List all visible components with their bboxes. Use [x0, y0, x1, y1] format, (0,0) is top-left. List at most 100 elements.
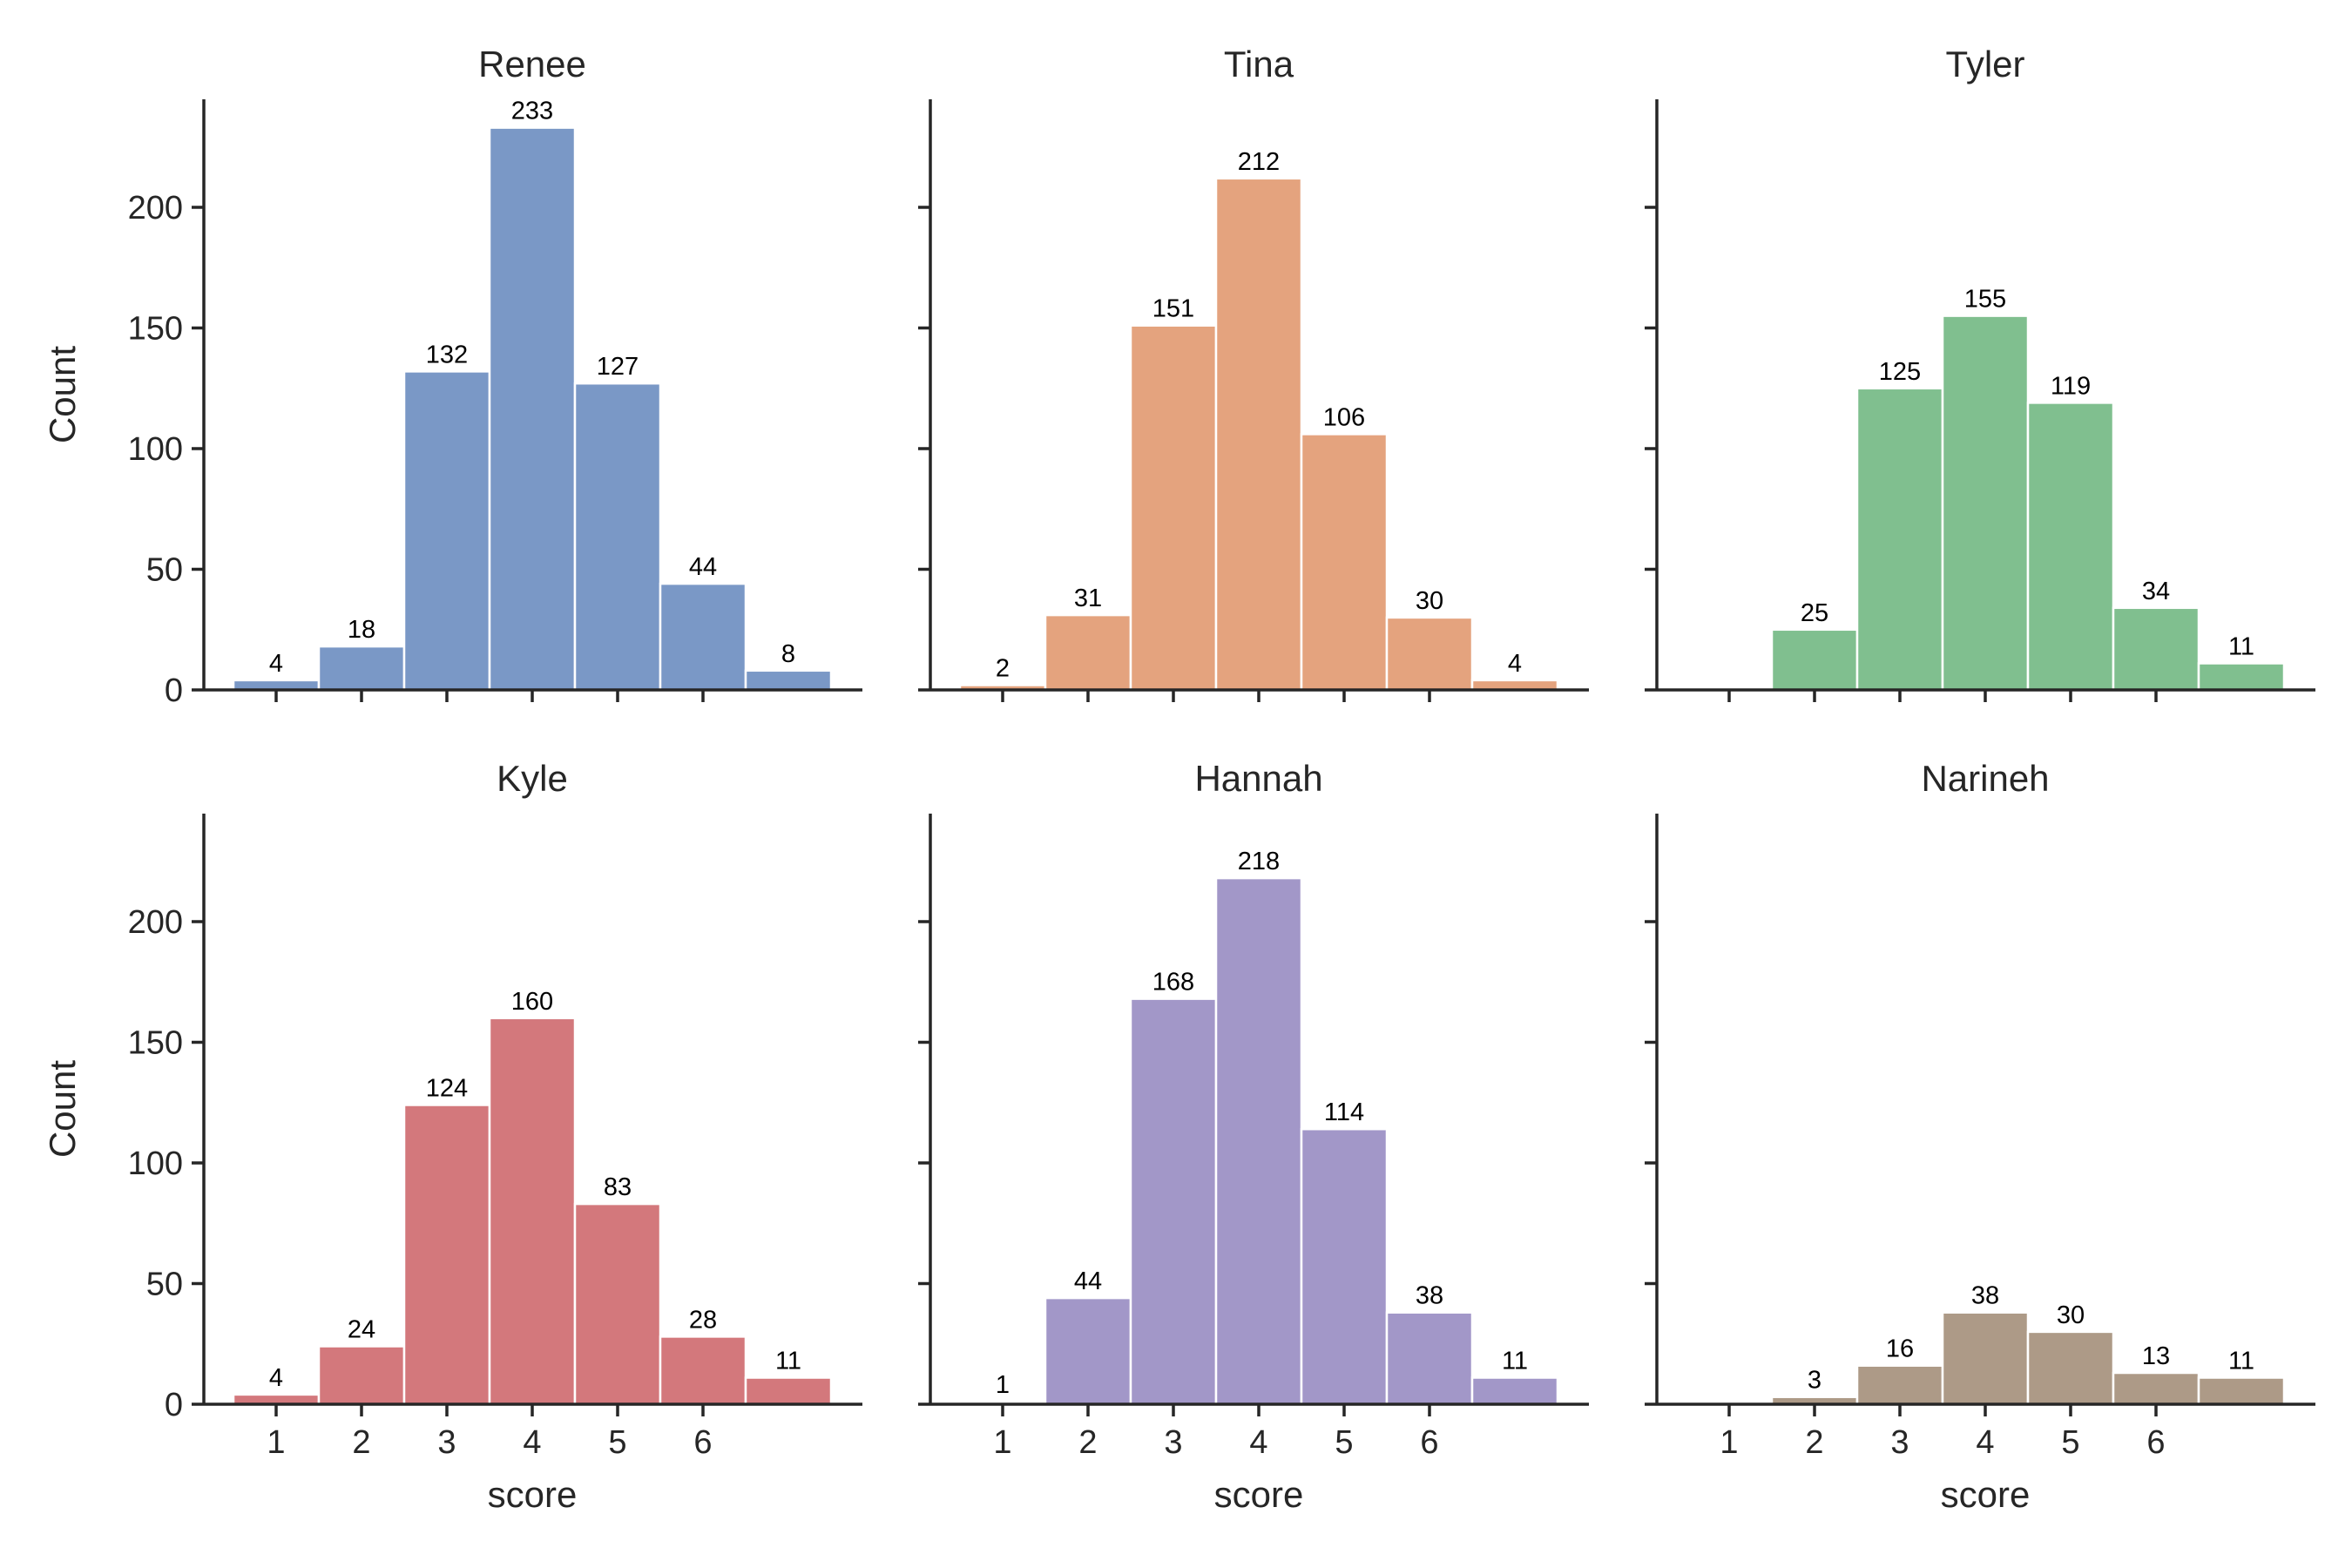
x-tick-label: 5 — [2061, 1424, 2079, 1461]
bar-value-label: 8 — [781, 640, 795, 668]
bar — [1129, 997, 1218, 1406]
bar-value-label: 124 — [426, 1075, 468, 1103]
bar — [1941, 314, 2030, 692]
x-tick-label: 3 — [1890, 1424, 1909, 1461]
bar-value-label: 218 — [1238, 848, 1280, 875]
bar — [488, 1017, 577, 1406]
panel-tyler: 25 125 155 119 34 11 Tyler — [1645, 44, 2315, 702]
bar-value-label: 127 — [597, 353, 639, 381]
bar-value-label: 16 — [1886, 1335, 1914, 1363]
bar — [573, 1202, 662, 1406]
bar-value-label: 132 — [426, 341, 468, 368]
panel-title: Hannah — [1194, 758, 1322, 799]
bar — [2026, 402, 2115, 692]
bar — [1385, 616, 1474, 692]
x-tick-label: 2 — [1078, 1424, 1097, 1461]
bar — [2026, 1330, 2115, 1406]
panel-title: Renee — [478, 44, 586, 84]
x-axis-label: score — [1941, 1474, 2031, 1515]
bar — [402, 370, 491, 692]
x-axis-label: score — [488, 1474, 578, 1515]
panel-title: Kyle — [497, 758, 568, 799]
bar — [1300, 433, 1389, 692]
bar — [1044, 1296, 1132, 1406]
bar-value-label: 28 — [689, 1306, 717, 1334]
panel-kyle: 4 24 124 160 83 28 11 0 50 100 150 200 1 2 3 4 5 6 Kyle sco… — [42, 758, 862, 1515]
bar — [1470, 1376, 1559, 1406]
bar-value-label: 2 — [996, 655, 1010, 683]
bar-value-label: 4 — [1508, 650, 1522, 678]
bar-value-label: 11 — [775, 1348, 801, 1375]
bar-value-label: 125 — [1879, 358, 1921, 386]
bar-value-label: 44 — [1074, 1267, 1102, 1295]
bar — [1044, 613, 1132, 692]
y-axis-label: Count — [42, 346, 83, 443]
bar — [1855, 387, 1944, 692]
bar-value-label: 83 — [604, 1173, 632, 1201]
bar-value-label: 38 — [1971, 1282, 1999, 1310]
bar-value-label: 168 — [1152, 969, 1194, 997]
x-tick-label: 2 — [352, 1424, 370, 1461]
bar — [2112, 1371, 2200, 1406]
bar-value-label: 3 — [1808, 1367, 1821, 1395]
bar — [1770, 628, 1859, 692]
y-axis-label: Count — [42, 1060, 83, 1158]
bar — [744, 669, 833, 692]
bar-value-label: 30 — [1416, 587, 1443, 615]
x-tick-label: 6 — [1420, 1424, 1438, 1461]
bar-value-label: 151 — [1152, 295, 1194, 323]
bar — [1129, 324, 1218, 692]
bar-value-label: 114 — [1324, 1098, 1364, 1126]
y-tick-label: 200 — [128, 190, 183, 226]
bar-value-label: 11 — [2228, 633, 2254, 661]
y-tick-label: 50 — [146, 552, 183, 589]
bar — [2112, 606, 2200, 692]
y-tick-label: 100 — [128, 1146, 183, 1182]
bar — [1300, 1127, 1389, 1406]
bar — [1855, 1364, 1944, 1406]
bar-value-label: 34 — [2142, 578, 2170, 605]
bar — [402, 1104, 491, 1406]
panel-title: Tyler — [1945, 44, 2024, 84]
bar-value-label: 4 — [269, 650, 283, 678]
y-tick-label: 100 — [128, 431, 183, 468]
bar-value-label: 30 — [2057, 1301, 2085, 1329]
bar-value-label: 233 — [511, 98, 553, 125]
bar-value-label: 11 — [2228, 1348, 2254, 1375]
bar-value-label: 4 — [269, 1364, 283, 1392]
x-tick-label: 4 — [523, 1424, 541, 1461]
x-tick-label: 3 — [1164, 1424, 1182, 1461]
bar-value-label: 13 — [2142, 1342, 2170, 1370]
bar — [659, 582, 747, 692]
x-tick-label: 5 — [608, 1424, 626, 1461]
bar — [1385, 1311, 1474, 1406]
panel-renee: 4 18 132 233 127 44 8 0 50 100 150 200 Renee Count — [42, 44, 862, 709]
bar-value-label: 24 — [348, 1316, 375, 1344]
y-tick-label: 200 — [128, 904, 183, 941]
panel-title: Narineh — [1921, 758, 2049, 799]
x-tick-label: 1 — [993, 1424, 1011, 1461]
bar-value-label: 1 — [996, 1371, 1010, 1399]
bar-value-label: 155 — [1964, 286, 2006, 314]
y-tick-label: 150 — [128, 1025, 183, 1062]
x-tick-label: 1 — [1720, 1424, 1738, 1461]
bar — [573, 382, 662, 692]
bar-value-label: 38 — [1416, 1282, 1443, 1310]
y-tick-label: 150 — [128, 311, 183, 348]
bar — [317, 1345, 406, 1406]
x-tick-label: 5 — [1335, 1424, 1353, 1461]
bar-value-label: 25 — [1801, 599, 1828, 627]
panel-title: Tina — [1224, 44, 1294, 84]
bar — [317, 645, 406, 692]
x-tick-label: 2 — [1805, 1424, 1823, 1461]
x-tick-label: 6 — [2146, 1424, 2165, 1461]
bar — [1941, 1311, 2030, 1406]
bar-value-label: 212 — [1238, 148, 1280, 176]
x-tick-label: 1 — [267, 1424, 285, 1461]
bar-value-label: 11 — [1502, 1348, 1528, 1375]
bar — [2197, 1376, 2286, 1406]
bar-value-label: 44 — [689, 553, 717, 581]
